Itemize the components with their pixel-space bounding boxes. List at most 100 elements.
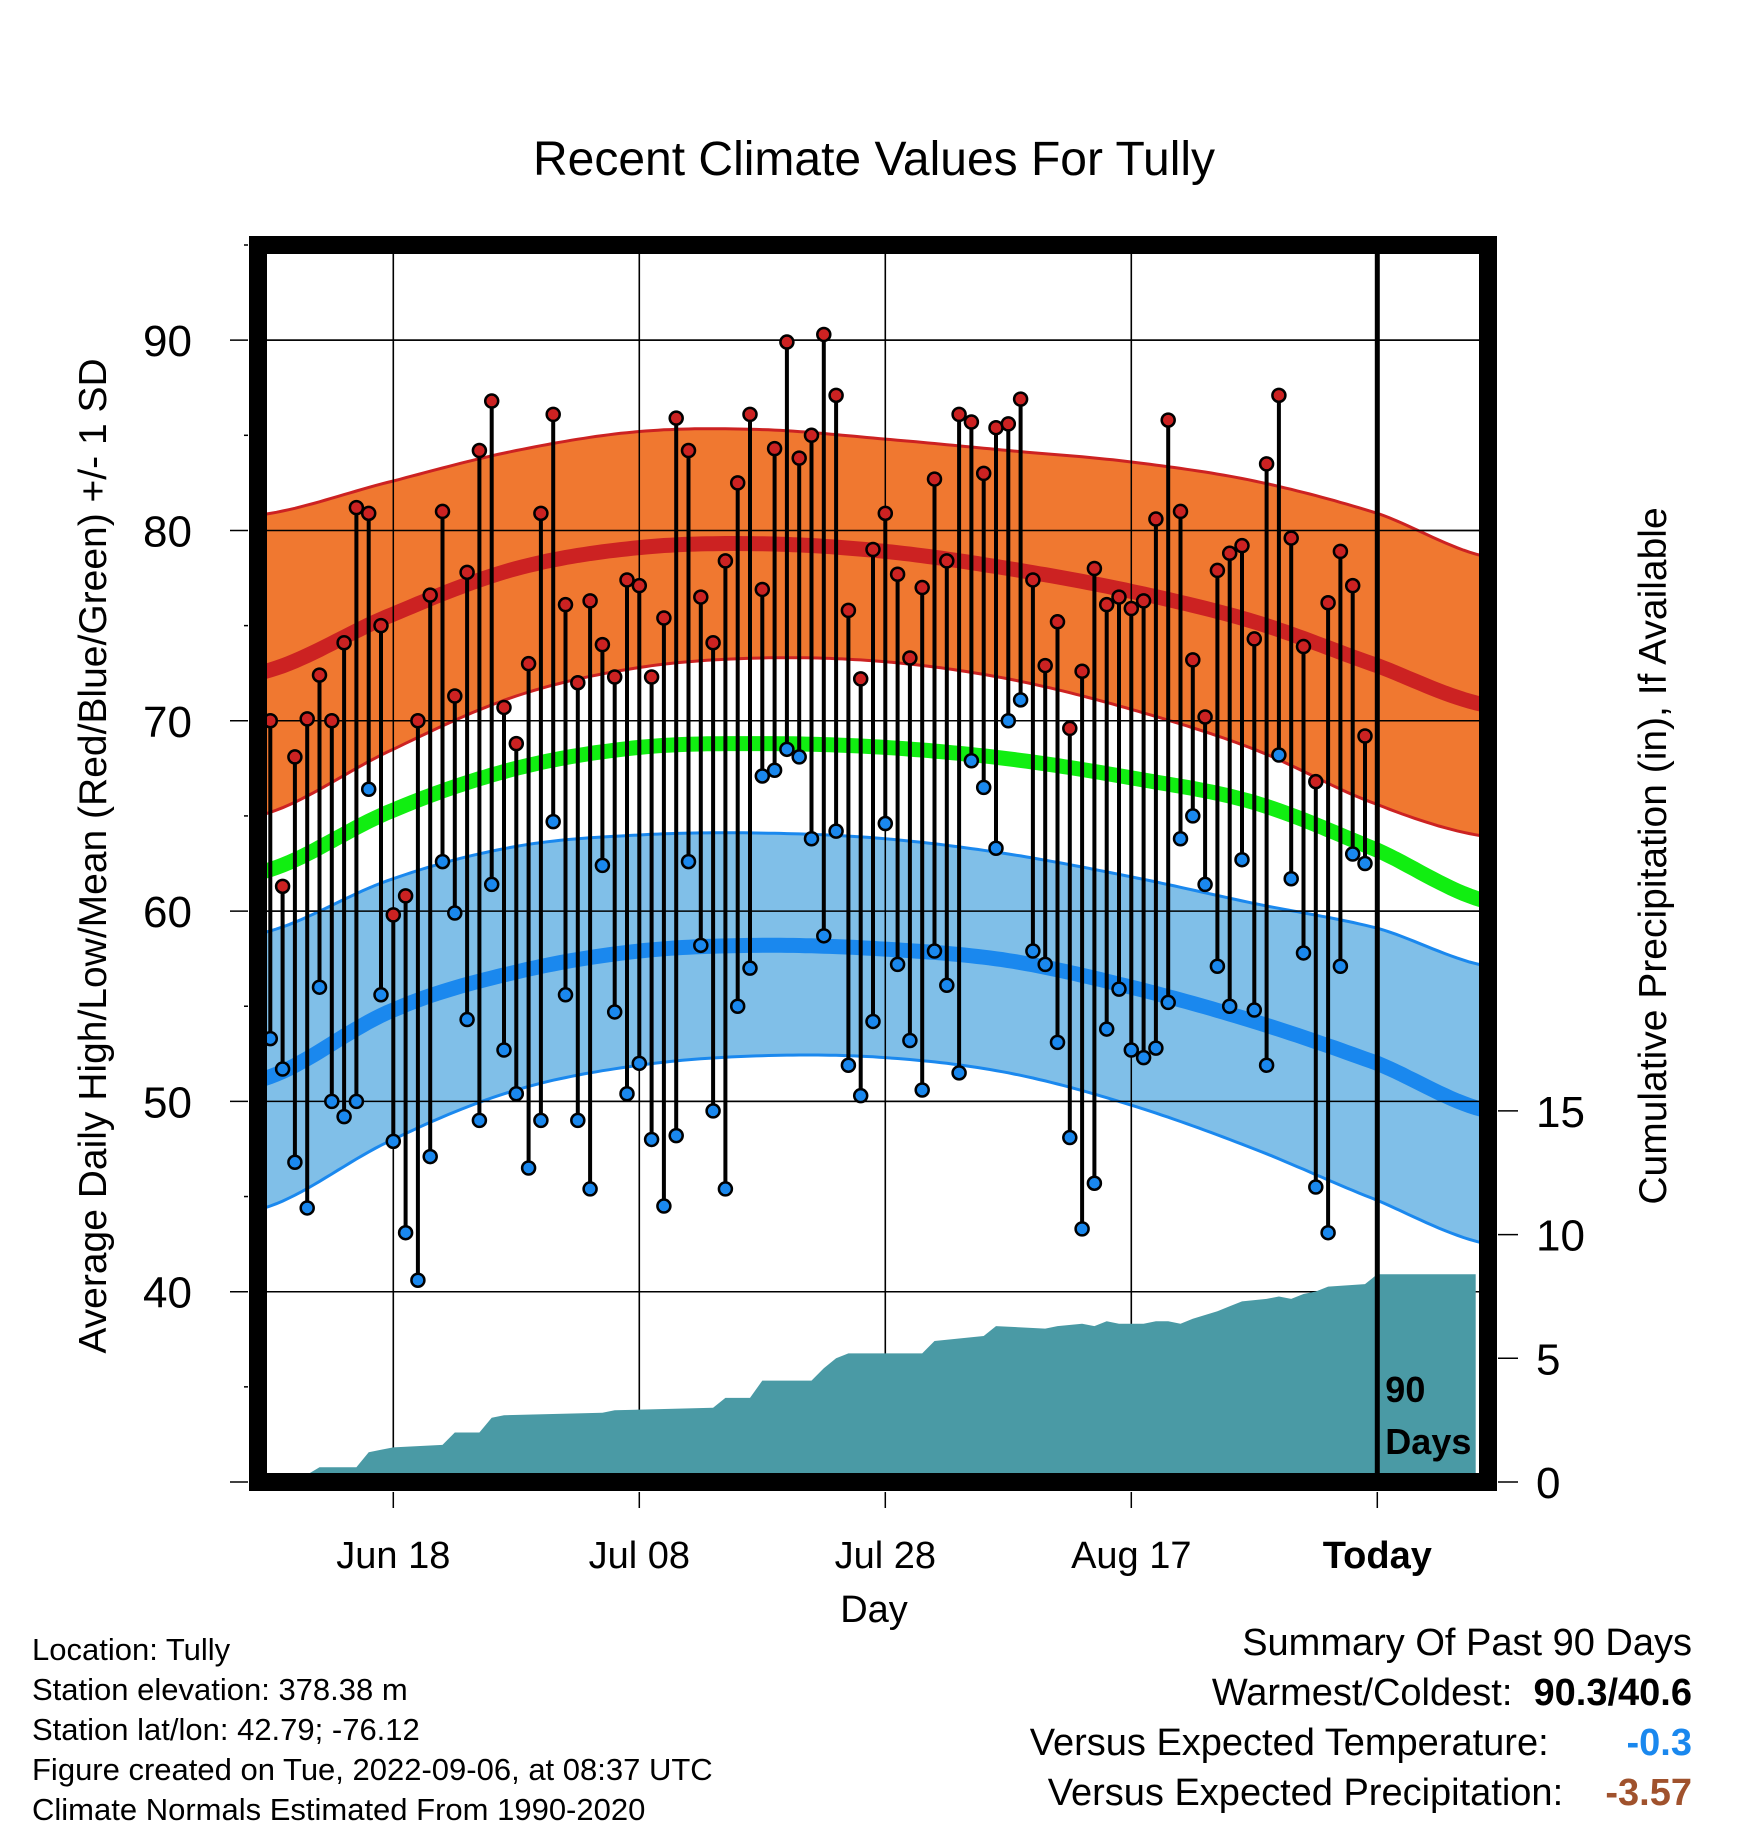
daily-high-point [766,440,783,457]
daily-low-point [533,1112,549,1129]
daily-high-point [496,699,512,716]
daily-low-point [926,943,943,959]
daily-low-point [1234,851,1250,868]
daily-low-point [447,905,463,921]
daily-low-point [1098,1021,1115,1037]
daily-low-point [779,741,795,758]
daily-low-point [336,1108,352,1125]
sd-lower-line [258,1053,1488,1246]
daily-high-point [1209,562,1226,579]
daily-low-point [705,1103,721,1119]
daily-low-point [963,752,980,769]
daily-low-point [1025,943,1041,959]
station-info: Location: Tully Station elevation: 378.3… [32,1630,713,1830]
daily-low-point [828,823,844,839]
daily-high-point [397,888,414,904]
daily-high-point [619,572,635,588]
daily-low-point [656,1198,672,1214]
daily-high-point [1295,638,1312,655]
sd-upper-line [258,427,1488,559]
x-tick-label: Jul 08 [589,1535,690,1577]
latlon-text: Station lat/lon: 42.79; -76.12 [32,1712,420,1747]
daily-high-point [1197,709,1213,725]
daily-low-point [1357,855,1373,872]
daily-low-point [471,1112,488,1129]
precip-area [270,1274,1476,1482]
daily-high-point [656,610,672,626]
daily-low-point [434,853,451,870]
daily-low-point [594,857,611,874]
daily-low-point [643,1131,660,1148]
daily-high-point [1357,728,1373,744]
daily-high-point [668,410,684,426]
daily-high-point [1049,614,1066,630]
daily-low-point [988,840,1004,857]
daily-low-point [299,1200,315,1216]
y-tick-label: 40 [143,1269,192,1318]
y-tick-label: 80 [143,507,192,556]
daily-low-point [397,1224,414,1241]
daily-low-point [1123,1042,1140,1058]
daily-high-point [410,713,426,729]
daily-high-point [840,602,857,619]
daily-high-point [360,505,377,522]
daily-low-point [1332,958,1349,975]
daily-high-point [754,581,771,598]
daily-low-point [668,1127,684,1144]
daily-high-point [1135,593,1152,609]
daily-high-point [1344,577,1361,594]
temp-row: Versus Expected Temperature: -0.3 [1030,1718,1692,1768]
summary-title: Summary Of Past 90 Days [1242,1622,1692,1664]
y2-tick-label: 15 [1536,1088,1585,1137]
daily-low-point [1135,1049,1152,1066]
daily-high-point [1246,631,1263,647]
daily-high-point [287,749,303,765]
daily-high-point [1283,530,1299,546]
daily-low-point [1086,1175,1103,1191]
daily-low-point [1000,713,1017,729]
daily-low-point [1258,1057,1275,1073]
daily-low-point [348,1093,365,1110]
daily-low-point [803,831,820,847]
daily-low-point [1074,1221,1090,1237]
daily-high-point [779,334,795,350]
elevation-text: Station elevation: 378.38 m [32,1672,408,1707]
daily-high-point [828,387,844,404]
daily-low-point [422,1148,438,1165]
daily-low-point [902,1032,918,1049]
daily-high-point [717,553,734,569]
daily-high-point [803,427,820,444]
temp-label: Versus Expected Temperature: [1029,1722,1549,1764]
daily-high-point [533,505,549,522]
warm-cold-label: Warmest/Coldest: [1211,1672,1513,1714]
x-tick-label: Jun 18 [336,1535,450,1577]
daily-low-point [274,1061,291,1077]
daily-low-point [975,779,992,796]
y2-tick-label: 5 [1536,1335,1560,1384]
summary-panel: Summary Of Past 90 Days Warmest/Coldest:… [1030,1618,1692,1818]
daily-high-point [447,688,463,704]
daily-high-point [545,406,561,423]
daily-high-point [926,471,943,487]
daily-high-point [643,669,660,685]
daily-high-point [791,450,807,466]
x-tick-label: Jul 28 [835,1535,936,1577]
plot-frame [249,236,1497,1491]
daily-low-point [951,1065,967,1081]
precip-value: -3.57 [1605,1772,1692,1814]
daily-high-point [373,617,389,634]
daily-low-point [1148,1040,1164,1056]
daily-low-point [1160,994,1176,1011]
daily-low-point [742,960,758,976]
daily-high-point [693,589,709,605]
daily-high-point [1062,720,1078,737]
daily-low-point [766,762,783,778]
daily-low-point [1111,981,1127,997]
daily-low-point [889,956,906,973]
daily-high-point [1086,560,1103,577]
daily-low-point [1221,998,1238,1014]
daily-low-point [545,813,561,830]
daily-high-point [311,667,328,683]
daily-high-point [705,634,721,651]
